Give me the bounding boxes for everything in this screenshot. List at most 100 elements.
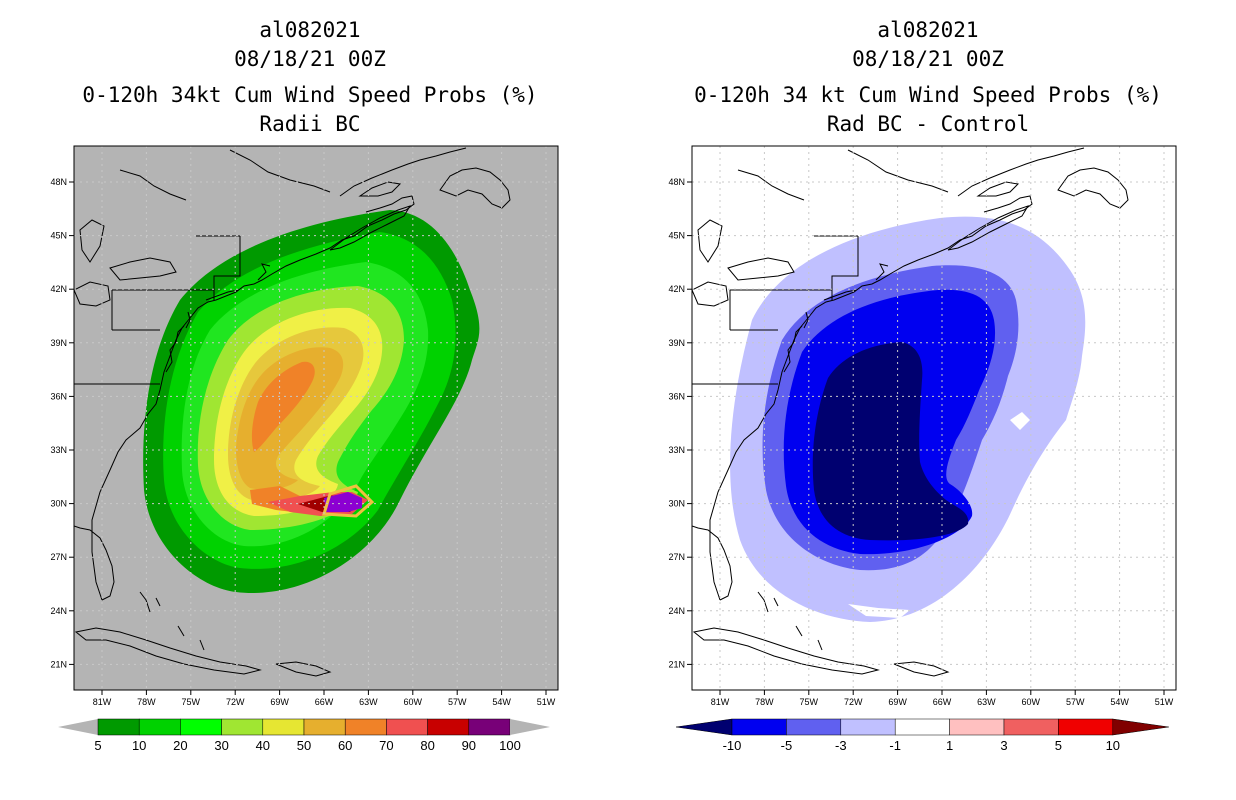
right-colorbar-box: [840, 718, 896, 736]
left-lat-label: 27N: [50, 552, 67, 562]
left-lat-label: 48N: [50, 177, 67, 187]
right-colorbar-label: 3: [1000, 738, 1007, 753]
right-colorbar-box: [731, 718, 787, 736]
right-lat-label: 24N: [668, 606, 685, 616]
right-colorbar-box: [1058, 718, 1114, 736]
left-lon-label: 72W: [226, 697, 245, 707]
right-colorbar-box: [894, 718, 950, 736]
right-datetime: 08/18/21 00Z: [852, 47, 1004, 71]
right-lon-label: 60W: [1022, 697, 1041, 707]
left-colorbar-box: [221, 718, 264, 736]
right-lon-label: 51W: [1155, 697, 1174, 707]
right-lat-label: 36N: [668, 391, 685, 401]
right-lat-labels: 48N 45N 42N 39N 36N 33N 30N 27N 24N 21N: [668, 177, 692, 669]
right-colorbar-label: 5: [1055, 738, 1062, 753]
left-lon-label: 57W: [448, 697, 467, 707]
left-lat-label: 33N: [50, 445, 67, 455]
left-lat-label: 24N: [50, 606, 67, 616]
right-gridlines: [692, 146, 1176, 690]
left-colorbar-box: [180, 718, 222, 736]
left-colorbar-label: 80: [420, 738, 434, 753]
left-colorbar: 5 10 20 30 40 50 60 70 80 90 100: [58, 718, 550, 753]
left-colorbar-label: 40: [256, 738, 270, 753]
right-colorbar-label: 10: [1106, 738, 1120, 753]
right-lat-label: 39N: [668, 338, 685, 348]
right-colorbar-label: -3: [835, 738, 847, 753]
right-product-title: 0-120h 34 kt Cum Wind Speed Probs (%): [694, 83, 1162, 107]
right-lon-label: 78W: [755, 697, 774, 707]
right-panel-title: al082021 08/18/21 00Z 0-120h 34 kt Cum W…: [678, 16, 1178, 139]
left-storm-id: al082021: [259, 18, 361, 42]
left-colorbar-label: 100: [499, 738, 521, 753]
left-product-title: 0-120h 34kt Cum Wind Speed Probs (%): [82, 83, 538, 107]
left-lon-label: 78W: [137, 697, 156, 707]
right-contour-navy: [812, 342, 969, 541]
left-lon-label: 63W: [359, 697, 378, 707]
left-colorbar-box: [344, 718, 387, 736]
left-colorbar-box: [427, 718, 470, 736]
right-lat-label: 45N: [668, 231, 685, 241]
left-colorbar-box: [303, 718, 346, 736]
right-lon-label: 81W: [711, 697, 730, 707]
right-lat-label: 30N: [668, 499, 685, 509]
left-lon-label: 66W: [315, 697, 334, 707]
right-lon-label: 63W: [977, 697, 996, 707]
left-map-frame: [73, 145, 559, 691]
right-difference-contours: [692, 147, 1129, 677]
right-colorbar-label: -10: [723, 738, 742, 753]
left-lon-labels: 81W 78W 75W 72W 69W 66W 63W 60W 57W 54W 51W: [93, 690, 556, 707]
right-colorbar-box: [786, 718, 842, 736]
left-colorbar-low-arrow: [58, 719, 98, 735]
left-lon-label: 54W: [492, 697, 511, 707]
right-colorbar-box: [1003, 718, 1059, 736]
left-probability-contours: [74, 147, 511, 677]
left-colorbar-high-arrow: [510, 719, 550, 735]
left-lat-labels: 48N 45N 42N 39N 36N 33N 30N 27N 24N 21N: [50, 177, 74, 669]
left-lat-label: 39N: [50, 338, 67, 348]
left-gridlines: [74, 146, 558, 690]
right-storm-id: al082021: [877, 18, 979, 42]
left-lon-label: 75W: [182, 697, 201, 707]
left-colorbar-box: [138, 718, 181, 736]
left-contour-60: [236, 347, 344, 490]
left-contour-100: [324, 492, 362, 512]
left-colorbar-box: [386, 718, 428, 736]
right-lon-label: 66W: [933, 697, 952, 707]
right-map-frame: [691, 145, 1177, 691]
right-colorbar-low-arrow: [675, 718, 733, 736]
left-lon-label: 81W: [93, 697, 112, 707]
right-lon-label: 69W: [888, 697, 907, 707]
right-lat-label: 27N: [668, 552, 685, 562]
left-contour-70: [251, 361, 315, 452]
left-colorbar-label: 20: [173, 738, 187, 753]
left-lat-label: 45N: [50, 231, 67, 241]
left-colorbar-box: [468, 718, 511, 736]
right-map-panel: 48N 45N 42N 39N 36N 33N 30N 27N 24N 21N 81W 78W 75W…: [668, 145, 1177, 753]
left-lat-label: 30N: [50, 499, 67, 509]
left-colorbar-label: 30: [214, 738, 228, 753]
right-lat-label: 33N: [668, 445, 685, 455]
right-colorbar: -10 -5 -3 -1 1 3 5 10: [675, 718, 1169, 753]
left-lat-label: 36N: [50, 391, 67, 401]
right-lon-label: 57W: [1066, 697, 1085, 707]
left-colorbar-box: [97, 718, 140, 736]
left-panel-title: al082021 08/18/21 00Z 0-120h 34kt Cum Wi…: [60, 16, 560, 139]
right-subtitle: Rad BC - Control: [826, 112, 1030, 136]
right-colorbar-label: 1: [946, 738, 953, 753]
right-lon-labels: 81W 78W 75W 72W 69W 66W 63W 60W 57W 54W 51W: [711, 690, 1174, 707]
right-colorbar-label: -5: [781, 738, 793, 753]
right-lat-label: 48N: [668, 177, 685, 187]
right-colorbar-box: [949, 718, 1005, 736]
left-lat-label: 42N: [50, 284, 67, 294]
left-lon-label: 60W: [404, 697, 423, 707]
left-contour-100-edge: [322, 484, 375, 518]
right-lon-label: 72W: [844, 697, 863, 707]
left-lon-label: 51W: [537, 697, 556, 707]
left-map-panel: 48N 45N 42N 39N 36N 33N 30N 27N 24N 21N 81W 78W 75W…: [50, 145, 559, 753]
left-colorbar-label: 50: [297, 738, 311, 753]
left-colorbar-label: 5: [94, 738, 101, 753]
left-datetime: 08/18/21 00Z: [234, 47, 386, 71]
right-lat-label: 42N: [668, 284, 685, 294]
right-lon-label: 54W: [1110, 697, 1129, 707]
left-lon-label: 69W: [270, 697, 289, 707]
